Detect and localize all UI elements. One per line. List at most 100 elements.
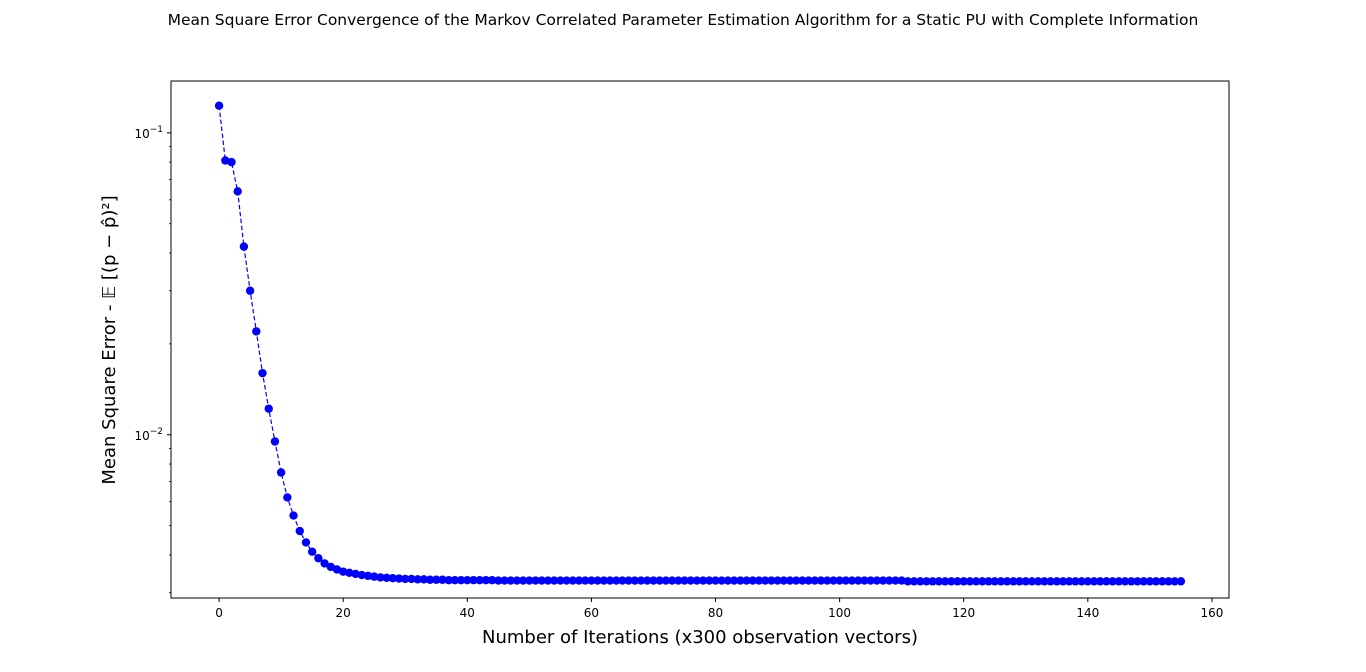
y-tick-base: 10 (134, 429, 149, 443)
data-point (357, 570, 367, 580)
data-point (928, 577, 937, 586)
data-point (1052, 577, 1062, 586)
data-point (854, 576, 863, 585)
data-point (568, 576, 577, 585)
data-point (804, 576, 813, 585)
data-point (1083, 577, 1093, 586)
data-point (289, 511, 298, 520)
data-point (860, 576, 869, 585)
data-point (1027, 577, 1037, 586)
x-tick-label: 20 (336, 606, 351, 620)
data-point (847, 576, 857, 585)
data-point (382, 573, 391, 582)
data-point (885, 576, 894, 585)
data-point (605, 576, 615, 585)
x-tick-label: 140 (1076, 606, 1099, 620)
data-point (816, 576, 826, 585)
x-tick-label: 100 (828, 606, 851, 620)
data-point (841, 576, 851, 585)
data-point (1071, 577, 1080, 586)
data-point (345, 568, 354, 578)
data-point (370, 572, 379, 581)
data-point (494, 576, 503, 585)
data-point (351, 569, 360, 579)
data-point (1033, 577, 1043, 586)
data-point (531, 576, 540, 585)
data-point (779, 576, 788, 585)
data-point (655, 576, 664, 585)
data-point (481, 575, 491, 585)
x-tick-label: 160 (1200, 606, 1223, 620)
data-point (1096, 577, 1105, 586)
data-point (649, 576, 658, 585)
data-point (1021, 577, 1030, 586)
data-point (748, 576, 757, 585)
data-point (643, 576, 652, 585)
data-point (996, 577, 1006, 586)
y-axis: 10−110−2 (134, 125, 171, 594)
data-point (401, 574, 410, 584)
data-point (562, 576, 571, 585)
y-tick-exponent: −1 (150, 125, 163, 135)
data-point (456, 575, 466, 585)
y-tick-base: 10 (134, 127, 149, 141)
x-tick-label: 0 (215, 606, 223, 620)
data-point (698, 576, 708, 585)
data-point (574, 576, 584, 585)
data-point (425, 575, 435, 584)
data-point (1170, 577, 1179, 586)
data-point (624, 576, 633, 585)
data-point (581, 576, 590, 585)
data-point (729, 576, 739, 585)
data-point (953, 577, 962, 586)
data-point (301, 538, 311, 547)
data-point (674, 576, 683, 585)
data-point (376, 573, 385, 582)
data-point (934, 577, 944, 586)
y-tick-label: 10−2 (134, 427, 163, 443)
data-point (618, 576, 627, 585)
data-point (1139, 577, 1148, 586)
data-point (872, 576, 882, 585)
data-point (593, 576, 602, 585)
data-point (1040, 577, 1049, 586)
data-point (767, 576, 776, 585)
data-point (475, 575, 484, 585)
data-point (587, 576, 596, 585)
data-point (829, 576, 838, 585)
plot-area-frame (170, 80, 1230, 599)
data-point (667, 576, 677, 585)
data-point (754, 576, 764, 585)
data-point (463, 575, 472, 585)
data-point (233, 187, 242, 196)
data-point (692, 576, 702, 585)
data-point (891, 576, 900, 585)
data-point (1102, 577, 1111, 586)
data-point (947, 577, 956, 586)
x-tick-label: 80 (708, 606, 723, 620)
data-point (791, 576, 801, 585)
data-point (307, 547, 317, 556)
x-tick-label: 60 (584, 606, 599, 620)
data-point (810, 576, 819, 585)
x-axis-label: Number of Iterations (x300 observation v… (482, 627, 918, 648)
y-axis-label: Mean Square Error - 𝔼 [(p − p̂)²] (99, 195, 120, 484)
data-point (525, 576, 534, 585)
data-point (922, 577, 931, 586)
data-point (990, 577, 999, 586)
data-point (1077, 577, 1086, 586)
series-markers (214, 101, 1186, 586)
data-point (705, 576, 714, 585)
data-point (630, 576, 640, 585)
data-point (940, 577, 950, 586)
data-point (1151, 577, 1161, 586)
data-point (264, 404, 273, 413)
data-point (1089, 577, 1099, 586)
data-point (413, 575, 422, 584)
data-point (1015, 577, 1024, 586)
data-point (916, 577, 925, 586)
data-point (835, 576, 844, 585)
data-point (363, 571, 373, 581)
data-point (971, 577, 981, 586)
